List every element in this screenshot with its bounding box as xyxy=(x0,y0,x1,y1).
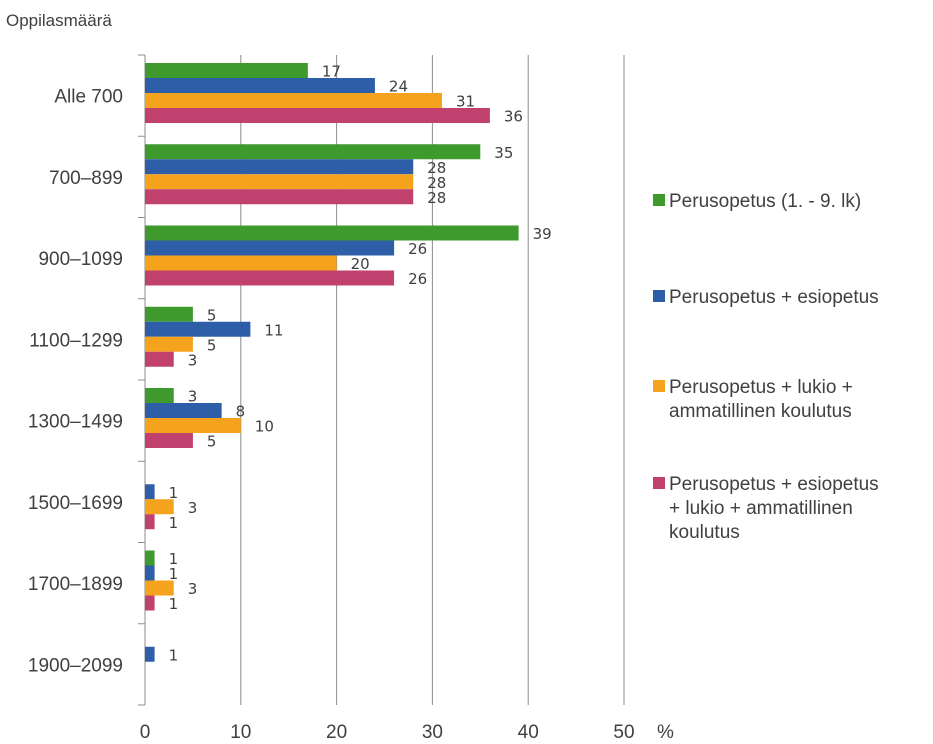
legend-label: Perusopetus (1. - 9. lk) xyxy=(669,191,861,212)
data-label: 5 xyxy=(207,306,217,324)
data-label: 3 xyxy=(188,499,198,517)
bar xyxy=(145,646,155,662)
data-label: 31 xyxy=(456,93,475,111)
bar xyxy=(145,159,414,175)
bar xyxy=(145,306,193,322)
bars-group xyxy=(145,63,519,662)
x-tick-label: 30 xyxy=(422,722,443,743)
value-labels-group: 1724313635282828392620265115338105131113… xyxy=(169,63,552,665)
x-tick-label: 10 xyxy=(230,722,251,743)
data-label: 24 xyxy=(389,78,408,96)
x-axis-unit-label: % xyxy=(657,722,674,743)
x-tick-label: 40 xyxy=(518,722,539,743)
category-label: 900–1099 xyxy=(38,249,123,270)
data-label: 20 xyxy=(351,255,370,273)
bar xyxy=(145,403,222,418)
category-labels-group: Alle 700 700–899 900–1099 1100–1299 1300–149… xyxy=(28,87,123,677)
data-label: 1 xyxy=(169,484,179,502)
category-label: Alle 700 xyxy=(54,87,123,108)
legend-label: Perusopetus + esiopetus xyxy=(669,474,879,495)
bar xyxy=(145,336,193,352)
data-label: 28 xyxy=(427,189,446,207)
bar xyxy=(145,351,174,367)
data-label: 5 xyxy=(207,433,217,451)
bar xyxy=(145,225,519,241)
bar xyxy=(145,514,155,530)
data-label: 26 xyxy=(408,240,427,258)
bar xyxy=(145,595,155,611)
data-label: 1 xyxy=(169,646,179,664)
legend-label: ammatillinen koulutus xyxy=(669,401,852,422)
data-label: 3 xyxy=(188,351,198,369)
legend-swatch xyxy=(653,194,665,206)
data-label: 8 xyxy=(236,403,246,421)
data-label: 28 xyxy=(427,174,446,192)
data-label: 5 xyxy=(207,336,217,354)
data-label: 17 xyxy=(322,63,341,81)
data-label: 1 xyxy=(169,565,179,583)
bar xyxy=(145,93,442,108)
data-label: 11 xyxy=(264,321,283,339)
data-label: 1 xyxy=(169,514,179,532)
bar xyxy=(145,78,375,93)
category-label: 1700–1899 xyxy=(28,574,123,595)
bar xyxy=(145,240,395,256)
legend-label: + lukio + ammatillinen xyxy=(669,498,853,519)
data-label: 3 xyxy=(188,580,198,598)
bar xyxy=(145,255,337,271)
legend-label: Perusopetus + esiopetus xyxy=(669,287,879,308)
y-axis-title: Oppilasmäärä xyxy=(6,11,112,30)
data-label: 1 xyxy=(169,550,179,568)
bar xyxy=(145,63,308,78)
data-label: 26 xyxy=(408,270,427,288)
category-label: 1900–2099 xyxy=(28,655,123,676)
legend: Perusopetus (1. - 9. lk) Perusopetus + es… xyxy=(653,191,879,543)
category-label: 1100–1299 xyxy=(29,330,123,351)
x-tick-labels-group: 0 10 20 30 40 50 xyxy=(140,722,635,743)
x-tick-label: 50 xyxy=(613,722,634,743)
bar xyxy=(145,174,414,190)
category-label: 1300–1499 xyxy=(28,412,123,433)
data-label: 35 xyxy=(494,144,513,162)
x-tick-label: 20 xyxy=(326,722,347,743)
data-label: 28 xyxy=(427,159,446,177)
data-label: 39 xyxy=(533,225,552,243)
bar xyxy=(145,108,490,123)
bar xyxy=(145,580,174,596)
bar xyxy=(145,565,155,581)
bar xyxy=(145,388,174,403)
data-label: 36 xyxy=(504,108,523,126)
bar xyxy=(145,321,251,337)
bar xyxy=(145,550,155,566)
data-label: 1 xyxy=(169,595,179,613)
data-label: 10 xyxy=(255,418,274,436)
category-label: 1500–1699 xyxy=(28,493,123,514)
category-label: 700–899 xyxy=(49,168,123,189)
legend-label: Perusopetus + lukio + xyxy=(669,377,853,398)
legend-swatch xyxy=(653,290,665,302)
bar xyxy=(145,144,481,160)
legend-label: koulutus xyxy=(669,522,740,543)
x-tick-label: 0 xyxy=(140,722,151,743)
bar xyxy=(145,484,155,500)
bar xyxy=(145,433,193,448)
bar xyxy=(145,418,241,433)
legend-swatch xyxy=(653,380,665,392)
bar xyxy=(145,270,395,286)
legend-swatch xyxy=(653,477,665,489)
data-label: 3 xyxy=(188,388,198,406)
bar xyxy=(145,189,414,205)
bar xyxy=(145,499,174,515)
